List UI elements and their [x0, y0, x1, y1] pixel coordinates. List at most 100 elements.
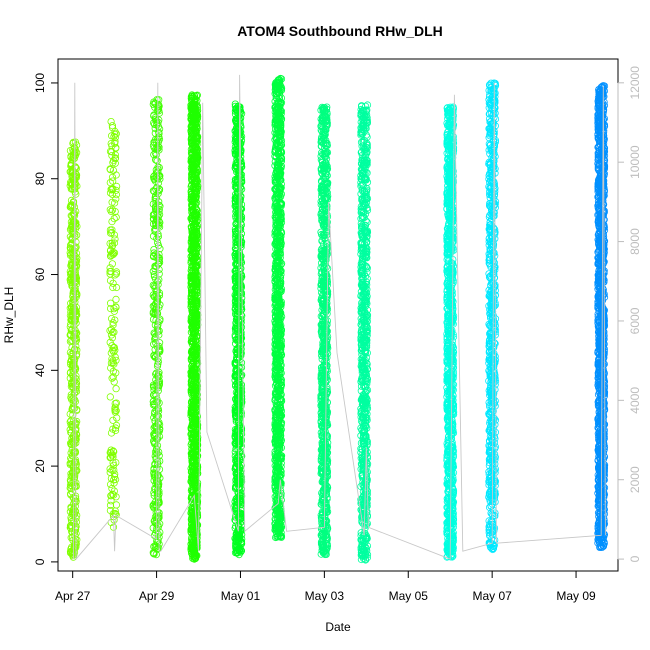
data-point [154, 536, 162, 544]
data-point [151, 516, 159, 525]
data-point [69, 198, 78, 207]
data-point [107, 229, 115, 237]
data-point [110, 328, 118, 336]
data-point [112, 501, 121, 509]
data-point [106, 501, 115, 509]
data-point [71, 432, 79, 441]
data-point [112, 356, 120, 364]
series-6 [317, 103, 332, 559]
data-point [155, 143, 163, 151]
data-point [108, 242, 117, 250]
data-point [109, 279, 117, 287]
data-point [112, 144, 120, 152]
data-point [109, 357, 117, 365]
data-point [108, 190, 117, 199]
data-point [106, 468, 114, 476]
data-point [150, 252, 158, 260]
data-point [152, 250, 160, 258]
data-point [108, 260, 117, 268]
data-point [68, 378, 76, 386]
data-point [110, 307, 119, 315]
data-point [151, 335, 159, 343]
data-point [112, 171, 120, 179]
data-point [111, 130, 119, 138]
data-point [155, 465, 164, 473]
data-point [69, 493, 77, 502]
data-point [154, 354, 162, 362]
data-point [152, 194, 160, 202]
data-point [106, 264, 114, 272]
data-point [107, 446, 115, 454]
data-point [69, 259, 77, 267]
data-point [72, 303, 81, 312]
data-point [112, 303, 120, 311]
data-point [109, 177, 117, 185]
data-point [155, 128, 163, 136]
data-point [69, 225, 77, 233]
data-point [109, 459, 117, 467]
data-point [112, 424, 120, 432]
data-point [111, 470, 119, 478]
data-point [69, 290, 77, 298]
data-point [154, 486, 162, 494]
data-point [152, 382, 160, 390]
data-point [113, 414, 121, 422]
data-point [107, 497, 115, 505]
data-point [68, 168, 77, 176]
data-point [71, 538, 80, 546]
data-point [106, 465, 114, 473]
data-point [109, 416, 117, 424]
data-point [111, 199, 119, 207]
data-point [67, 429, 75, 437]
data-point [155, 544, 163, 552]
data-point [66, 226, 75, 234]
data-point [110, 343, 119, 352]
data-point [113, 182, 121, 190]
data-point [110, 249, 119, 257]
data-point [112, 283, 121, 292]
data-point [108, 334, 117, 342]
series-3 [187, 91, 202, 563]
data-point [150, 549, 158, 558]
data-point [71, 335, 79, 343]
data-point [110, 466, 118, 474]
data-point [107, 299, 115, 307]
data-point [155, 206, 163, 214]
data-point [106, 276, 115, 285]
data-point [110, 215, 118, 223]
data-point [109, 373, 117, 381]
data-point [67, 383, 76, 391]
data-point [107, 364, 115, 372]
data-point [156, 258, 164, 266]
data-point [152, 304, 160, 312]
data-point [156, 339, 164, 347]
data-point [111, 208, 119, 216]
data-point [112, 186, 120, 194]
data-point [154, 499, 162, 507]
data-point [108, 228, 116, 237]
data-point [152, 156, 160, 164]
data-point [153, 411, 161, 419]
data-point [107, 429, 116, 437]
data-point [112, 213, 120, 221]
data-point [112, 295, 120, 303]
data-point [110, 239, 119, 247]
data-point [108, 342, 116, 350]
data-point [111, 139, 119, 148]
data-point [69, 404, 77, 413]
data-point [153, 206, 161, 214]
data-point [71, 497, 79, 505]
data-point [110, 305, 118, 313]
data-point [108, 122, 117, 130]
data-point [72, 151, 80, 159]
chart-title: ATOM4 Southbound RHw_DLH [237, 23, 443, 39]
data-point [72, 243, 80, 251]
data-point [110, 479, 118, 487]
data-point [107, 325, 116, 334]
data-point [106, 206, 114, 214]
data-point [70, 474, 79, 482]
data-point [156, 317, 164, 325]
data-point [112, 399, 121, 407]
data-point [111, 159, 119, 167]
data-point [155, 265, 163, 274]
